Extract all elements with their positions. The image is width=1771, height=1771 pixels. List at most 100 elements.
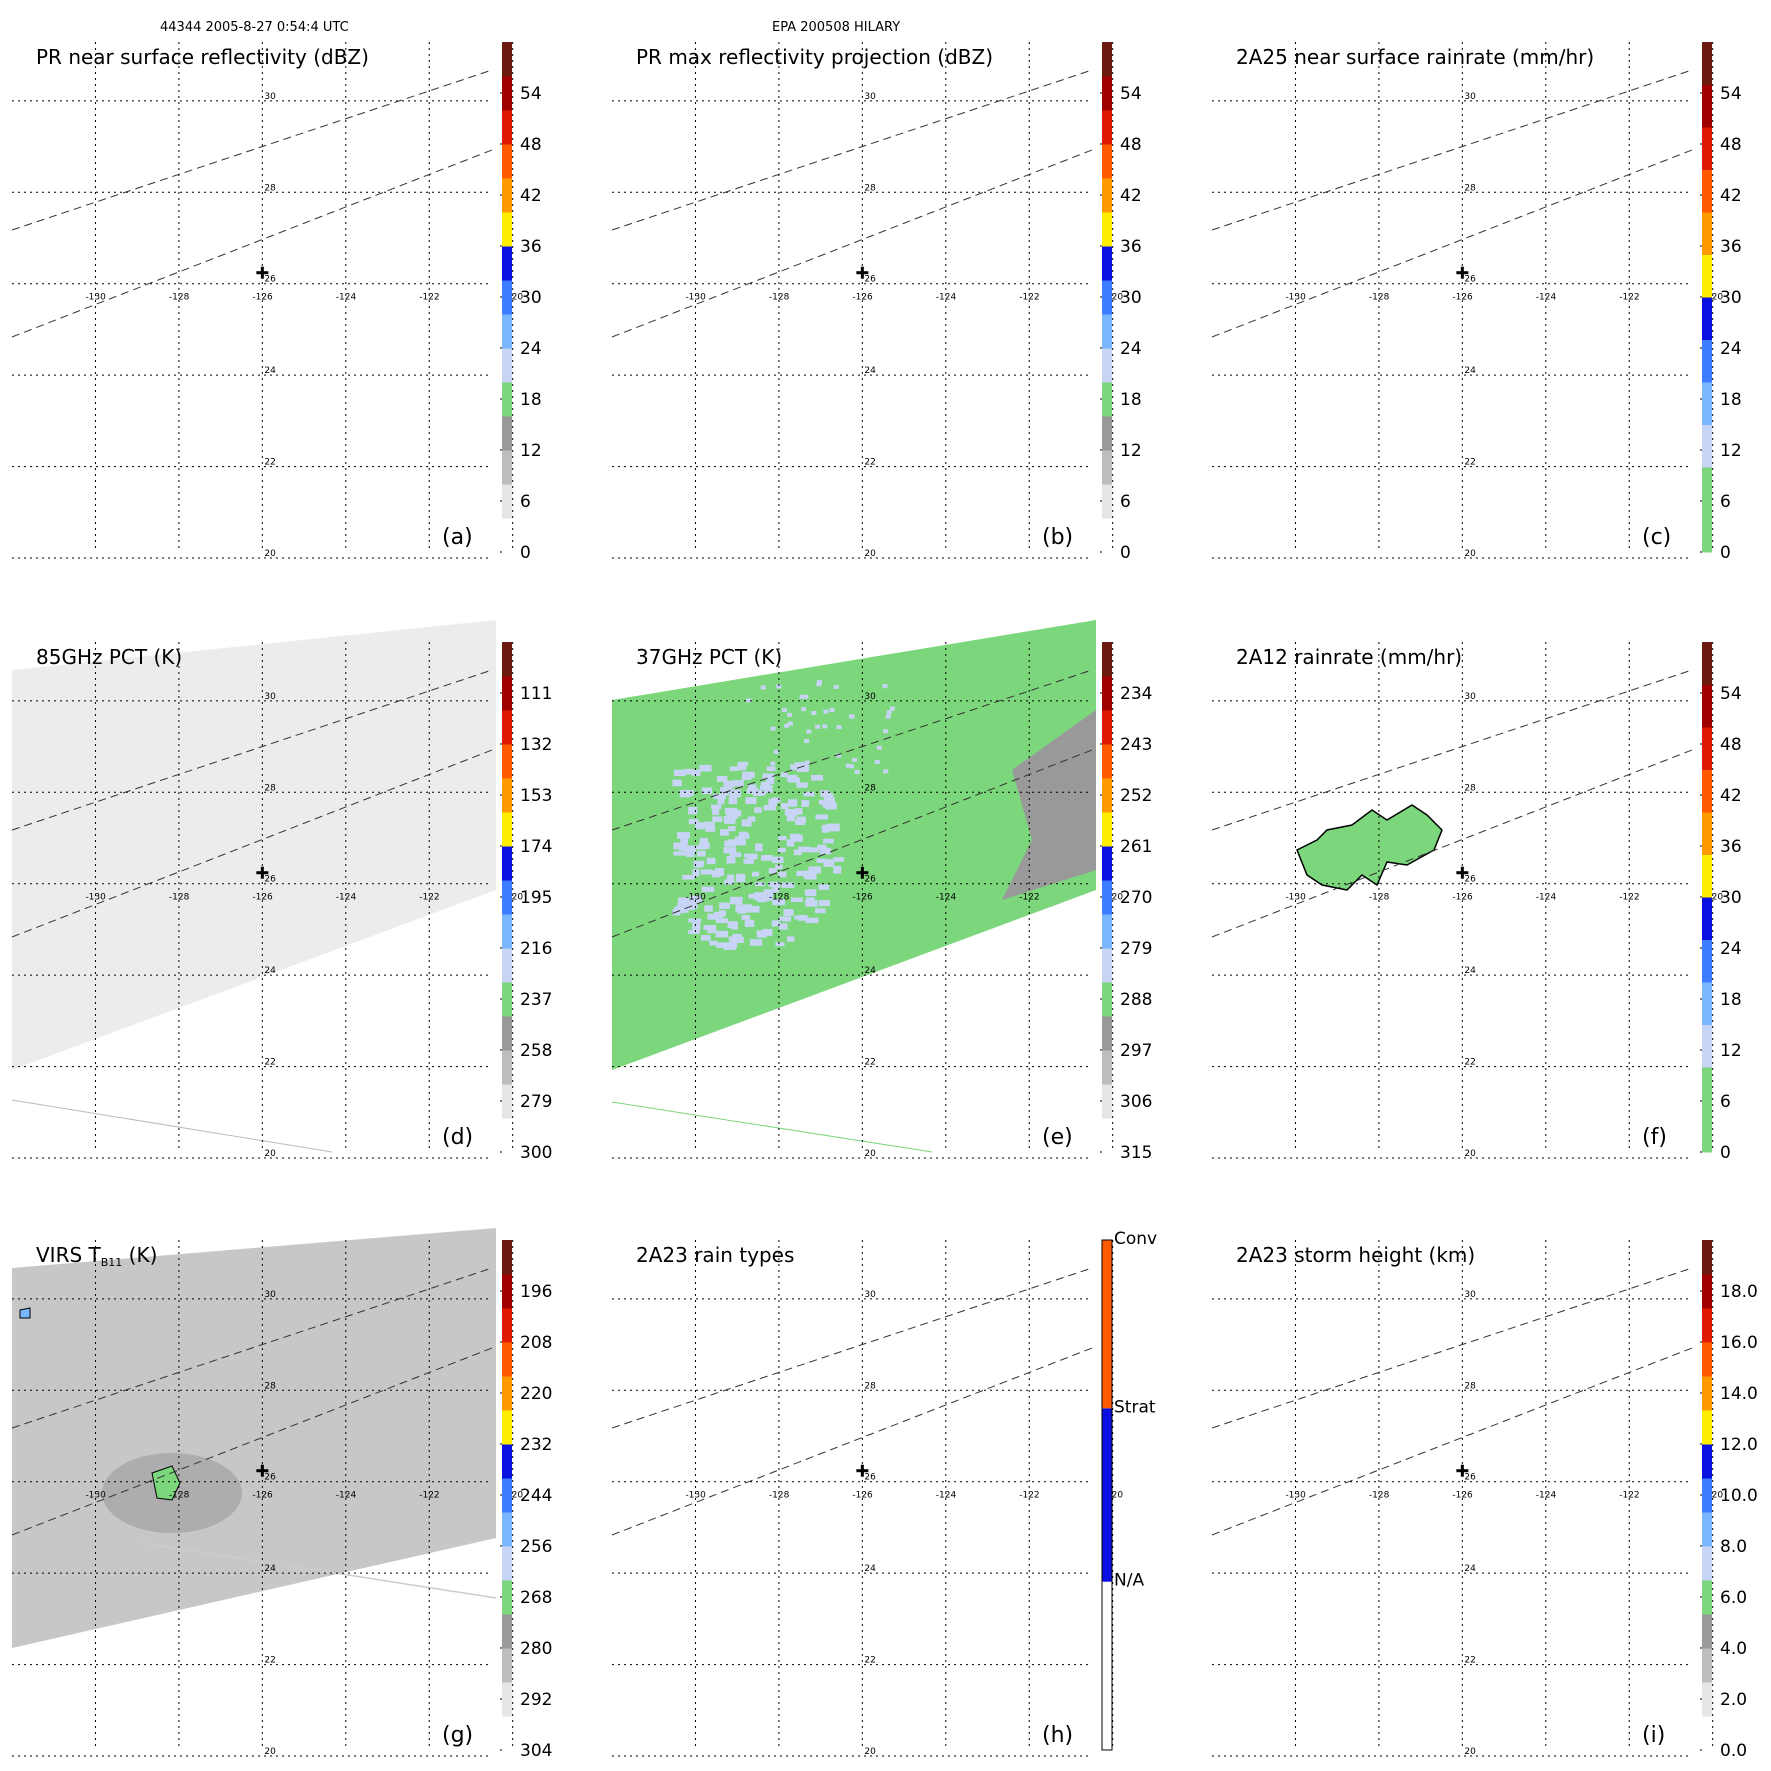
colorbar-tick-label: 12: [1720, 1041, 1742, 1061]
cold-pixel: [672, 779, 682, 787]
storm-center-marker: [1456, 266, 1469, 279]
colorbar-tick-label: 258: [520, 1041, 552, 1061]
cold-pixel: [854, 769, 860, 774]
lon-tick-label: -130: [1285, 893, 1306, 903]
colorbar-segment: [502, 1512, 512, 1547]
cold-pixel: [738, 833, 750, 839]
colorbar-segment: [502, 1444, 512, 1479]
lon-tick-label: -128: [169, 1491, 190, 1501]
cold-pixel: [825, 797, 835, 802]
lat-tick-label: 28: [264, 783, 276, 793]
colorbar-tick-label: 16.0: [1720, 1333, 1758, 1353]
lon-tick-label: -128: [769, 293, 790, 303]
colorbar-segment: [502, 1410, 512, 1445]
cold-pixel: [818, 884, 830, 890]
colorbar-tick-label: 216: [520, 939, 552, 959]
storm-center-marker: [856, 266, 869, 279]
colorbar-segment: [502, 982, 512, 1017]
colorbar-tick-label: 4.0: [1720, 1639, 1747, 1659]
lon-tick-label: -124: [336, 293, 357, 303]
colorbar-tick-label: 30: [1120, 288, 1142, 308]
colorbar-segment: [1102, 914, 1112, 949]
cold-pixel: [732, 839, 746, 846]
cold-pixel: [728, 797, 738, 805]
cold-pixel: [692, 869, 700, 877]
pr-swath-edges: [11, 669, 493, 938]
cold-pixel: [673, 769, 686, 777]
cold-pixel: [688, 818, 699, 825]
cold-pixel: [757, 895, 767, 903]
lat-tick-label: 22: [264, 1058, 275, 1068]
cold-pixel: [699, 837, 709, 845]
colorbar-segment: [502, 280, 512, 315]
colorbar-segment: [1702, 897, 1712, 940]
colorbar-tick-label: 42: [1120, 186, 1142, 206]
panel-title: PR near surface reflectivity (dBZ): [36, 45, 369, 69]
lon-tick-label: -130: [85, 1491, 106, 1501]
panel-c: -130 -128 -126 -124 -122 -1203028262422202A25…: [1211, 42, 1742, 563]
colorbar-tick-label: 18.0: [1720, 1282, 1758, 1302]
panel-d: -130 -128 -126 -124 -122 -120 30 28 26 24 22 20 85GH…: [11, 620, 552, 1163]
cold-pixel: [766, 778, 775, 785]
cold-pixel: [687, 845, 696, 854]
swath-edge-south: [11, 1347, 493, 1536]
cold-pixel: [693, 861, 703, 868]
colorbar-segment: [1102, 280, 1112, 315]
cold-pixel: [701, 787, 713, 795]
cold-pixel: [759, 785, 769, 790]
cold-pixel: [741, 915, 751, 920]
lon-tick-label: -120: [1703, 1491, 1724, 1501]
cold-pixel: [688, 806, 698, 815]
colorbar-segment: [1102, 42, 1112, 77]
lon-tick-label: -122: [1619, 1491, 1639, 1501]
cold-pixel: [724, 807, 738, 815]
lon-tick-label: -124: [1536, 293, 1557, 303]
cold-pixel: [804, 739, 810, 744]
graticule: [12, 42, 514, 559]
cold-pixel: [734, 836, 744, 842]
colorbar: 0 6 12 18 24 30 36 42 48 54: [1700, 42, 1742, 563]
cold-pixel: [690, 895, 703, 904]
panel-title: 2A12 rainrate (mm/hr): [1236, 645, 1462, 669]
cold-pixel: [749, 939, 763, 946]
swath-edge-south: [1211, 149, 1693, 338]
cold-pixel: [821, 824, 830, 833]
cold-pixel: [712, 808, 720, 816]
colorbar-tick-label: 54: [1120, 84, 1142, 104]
pr-swath-edges: [611, 1267, 1093, 1536]
lat-tick-label: 24: [1464, 1564, 1476, 1574]
panel-label: (b): [1042, 525, 1073, 550]
colorbar-segment: [1702, 727, 1712, 770]
colorbar-category-label: Strat: [1114, 1397, 1156, 1417]
orbit-time-header: 44344 2005-8-27 0:54:4 UTC: [160, 20, 349, 35]
cold-pixel: [747, 816, 756, 822]
cold-pixel: [882, 684, 888, 689]
colorbar-tick-label: 6: [1720, 492, 1731, 512]
colorbar-segment: [1102, 778, 1112, 813]
panel-f: -130 -128 -126 -124 -122 -1203028262422202A12…: [1211, 642, 1742, 1163]
panel-title: 2A23 rain types: [636, 1243, 794, 1267]
lat-tick-label: 24: [264, 966, 276, 976]
colorbar-segment: [502, 76, 512, 111]
colorbar-segment: [1702, 684, 1712, 728]
colorbar-tick-label: 36: [1720, 837, 1742, 857]
cold-pixel: [701, 935, 711, 941]
cold-pixel: [799, 694, 805, 699]
colorbar-tick-label: 270: [1120, 888, 1152, 908]
colorbar-tick-label: 6.0: [1720, 1588, 1747, 1608]
cold-pixel: [760, 781, 771, 789]
lat-tick-label: 30: [1464, 92, 1476, 102]
cold-pixel: [789, 833, 801, 839]
colorbar-segment: [1702, 1376, 1712, 1411]
colorbar-segment: [1702, 812, 1712, 855]
cold-pixel: [756, 930, 767, 938]
colorbar-segment: [1102, 1084, 1112, 1119]
cold-pixel: [770, 761, 776, 766]
panel-label: (c): [1642, 525, 1671, 550]
colorbar-tick-label: 6: [520, 492, 531, 512]
lat-tick-label: 22: [864, 1058, 875, 1068]
colorbar-tick-label: 24: [1720, 339, 1742, 359]
lon-tick-label: -124: [936, 293, 957, 303]
colorbar-segment: [502, 144, 512, 179]
